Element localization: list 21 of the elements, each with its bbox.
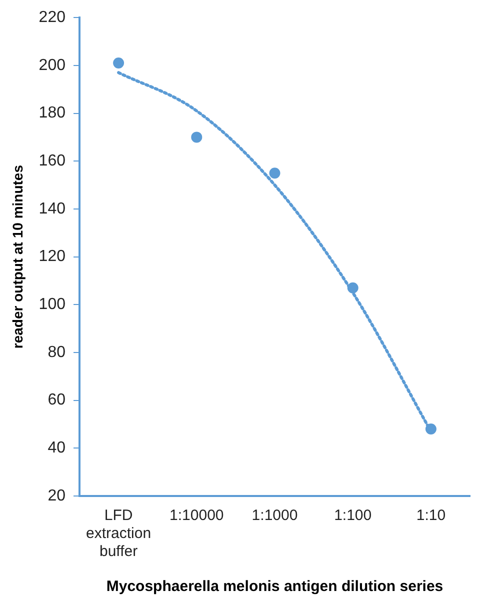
point [113, 58, 124, 69]
y-tick-label: 60 [48, 392, 66, 409]
y-tick-label: 40 [48, 440, 66, 457]
x-axis-title: Mycosphaerella melonis antigen dilution series [106, 578, 444, 596]
x-tick-label: 1:10000 [170, 507, 224, 524]
y-tick-label: 200 [38, 56, 66, 74]
y-tick-label: 180 [38, 104, 66, 122]
x-tick-label: 1:10 [416, 507, 446, 524]
x-tick-label: 1:1000 [252, 507, 298, 524]
y-tick-label: 140 [38, 200, 66, 218]
y-axis-title: reader output at 10 minutes [9, 164, 26, 349]
y-tick-label: 100 [38, 296, 66, 314]
y-tick-label: 160 [38, 152, 66, 170]
point [269, 168, 280, 179]
y-tick-label: 220 [38, 9, 66, 26]
y-tick-label: 120 [38, 248, 66, 266]
x-tick-label: 1:100 [334, 507, 372, 524]
y-tick-label: 20 [48, 487, 66, 504]
point [191, 132, 202, 143]
x-tick-label: LFD extraction buffer [86, 507, 152, 560]
y-tick-label: 80 [48, 344, 66, 361]
